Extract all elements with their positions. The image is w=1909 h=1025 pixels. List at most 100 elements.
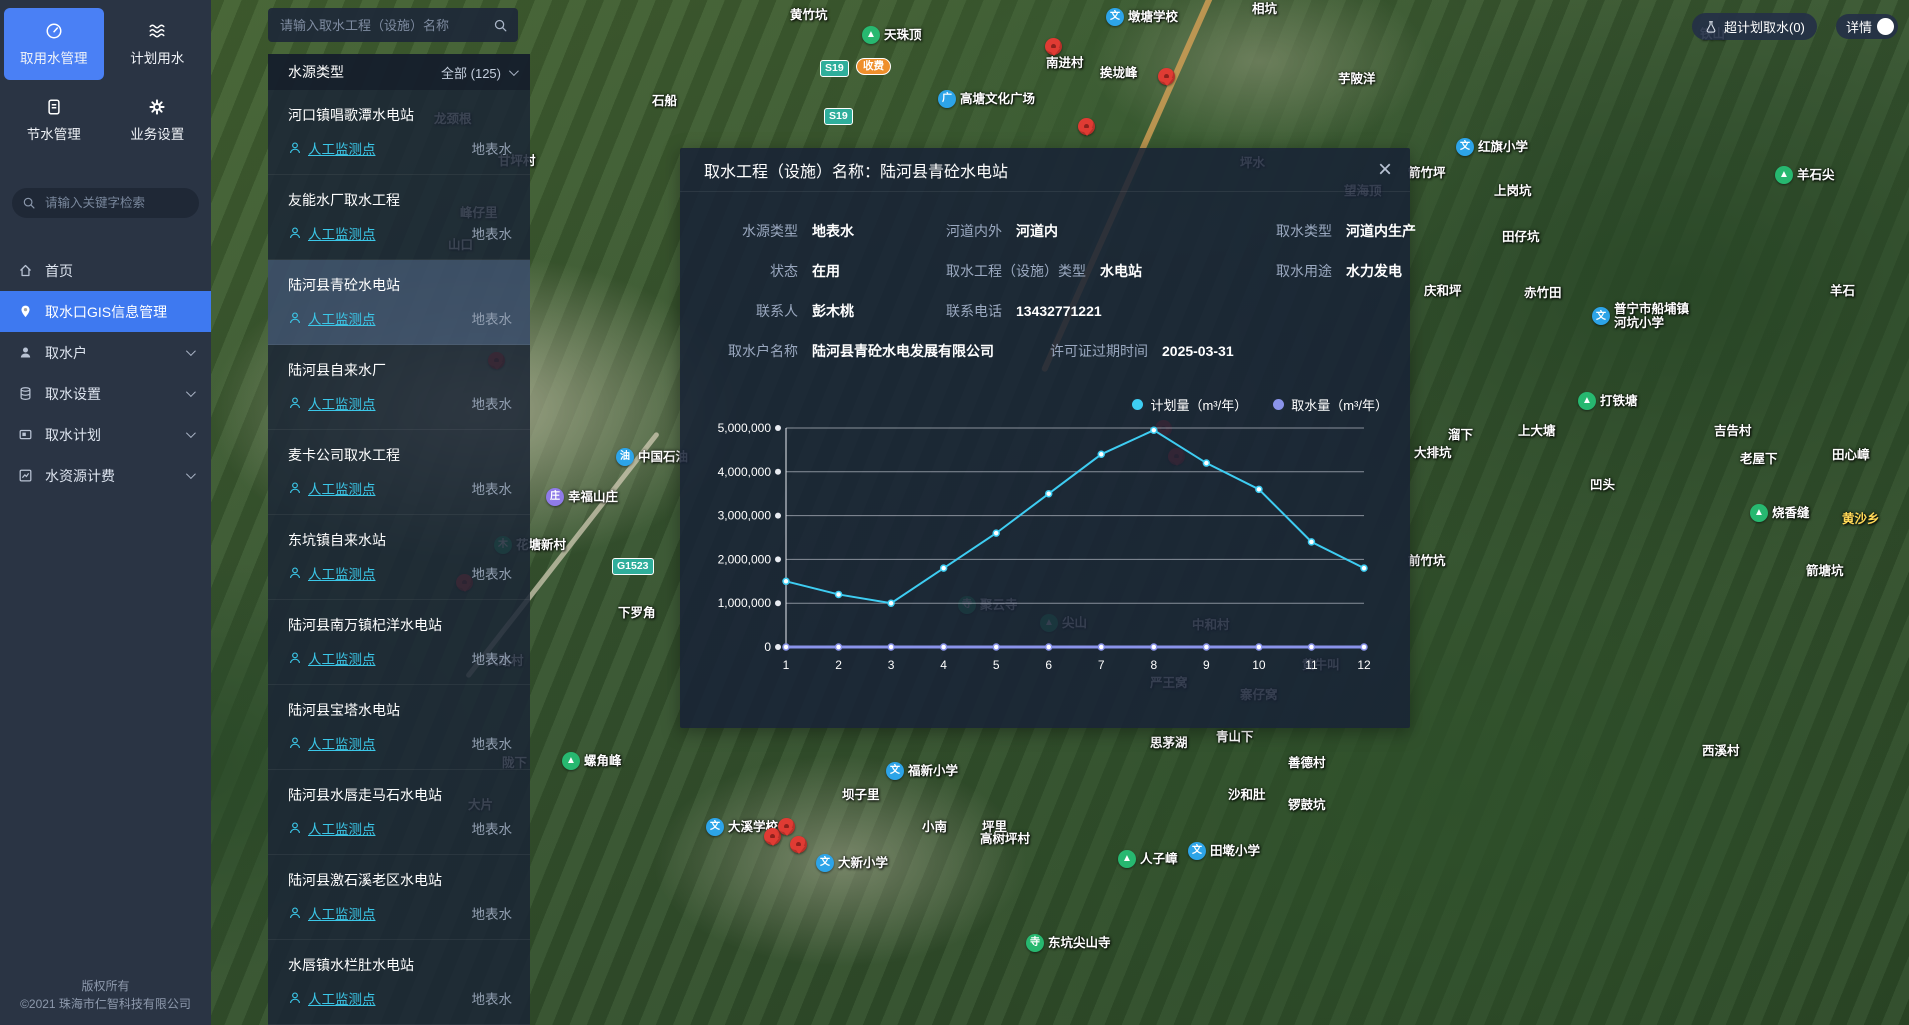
close-icon[interactable]: × (1377, 155, 1392, 183)
school-poi-icon[interactable]: 文 (1106, 8, 1124, 26)
map-label: 石船 (652, 94, 678, 108)
map-pin-icon[interactable] (1078, 118, 1095, 135)
field-water-source-type: 水源类型 地表水 (742, 223, 854, 239)
station-list: 河口镇唱歌潭水电站 人工监测点 地表水 友能水厂取水工程 人工监测点 地表水 陆… (268, 90, 530, 1025)
map-label: ▲ 天珠顶 (862, 26, 922, 44)
map-pin-icon[interactable] (764, 828, 781, 845)
mountain-poi-icon[interactable]: ▲ (862, 26, 880, 44)
station-search-input[interactable] (278, 16, 485, 34)
filter-dropdown[interactable]: 全部 (125) (441, 63, 519, 82)
search-icon (22, 196, 36, 210)
map-label: ▲ 打铁塘 (1578, 392, 1638, 410)
monitor-type: 人工监测点 (288, 903, 376, 923)
map-label: 上岗坑 (1494, 184, 1532, 198)
resort-poi-icon[interactable]: 庄 (546, 488, 564, 506)
sidebar-item-label: 取水计划 (45, 426, 101, 443)
over-plan-intake-badge[interactable]: 超计划取水(0) (1692, 13, 1817, 40)
legend-intake-volume[interactable]: 取水量（m³/年） (1273, 395, 1388, 414)
map-label: ▲ 螺角峰 (562, 752, 622, 770)
gas-poi-icon[interactable]: 油 (616, 448, 634, 466)
field-contact-person: 联系人 彭木桃 (756, 303, 854, 319)
sidebar-search[interactable] (12, 188, 199, 218)
station-list-item[interactable]: 陆河县青砼水电站 人工监测点 地表水 (268, 260, 530, 345)
svg-text:9: 9 (1203, 658, 1210, 672)
detail-toggle[interactable]: 详情 (1836, 14, 1899, 39)
monitor-type: 人工监测点 (288, 733, 376, 753)
svg-text:5: 5 (993, 658, 1000, 672)
mountain-poi-icon[interactable]: ▲ (1775, 166, 1793, 184)
mountain-poi-icon[interactable]: ▲ (562, 752, 580, 770)
station-list-item[interactable]: 陆河县水唇走马石水电站 人工监测点 地表水 (268, 770, 530, 855)
sidebar-item-intake-plan[interactable]: 取水计划 (0, 414, 211, 455)
map-label: 寺东坑尖山寺 (1026, 934, 1111, 952)
plaza-poi-icon[interactable]: 广 (938, 90, 956, 108)
station-list-item[interactable]: 陆河县自来水厂 人工监测点 地表水 (268, 345, 530, 430)
station-list-item[interactable]: 东坑镇自来水站 人工监测点 地表水 (268, 515, 530, 600)
map-label: 文福新小学 (886, 762, 958, 780)
module-tab-water-intake-management[interactable]: 取用水管理 (4, 8, 104, 80)
copyright: 版权所有 ©2021 珠海市仁智科技有限公司 (0, 967, 211, 1025)
map-pin-icon[interactable] (1045, 38, 1062, 55)
legend-dot-icon (1132, 398, 1144, 410)
legend-plan-volume[interactable]: 计划量（m³/年） (1132, 395, 1247, 414)
flask-icon (1704, 20, 1718, 34)
svg-text:3: 3 (888, 658, 895, 672)
person-icon (288, 566, 302, 580)
copyright-line2: ©2021 珠海市仁智科技有限公司 (20, 997, 191, 1011)
clock-icon (45, 22, 63, 40)
station-list-item[interactable]: 麦卡公司取水工程 人工监测点 地表水 (268, 430, 530, 515)
station-list-item[interactable]: 陆河县宝塔水电站 人工监测点 地表水 (268, 685, 530, 770)
modal-title: 取水工程（设施）名称：陆河县青砼水电站 (704, 163, 1009, 181)
sidebar-search-input[interactable] (43, 195, 189, 211)
school-poi-icon[interactable]: 文 (1456, 138, 1474, 156)
school-poi-icon[interactable]: 文 (1592, 307, 1610, 326)
person-icon (288, 651, 302, 665)
map-label: ▲ 人子嶂 (1118, 850, 1178, 868)
svg-text:11: 11 (1305, 658, 1318, 672)
monitor-type: 人工监测点 (288, 393, 376, 413)
sidebar-item-water-users[interactable]: 取水户 (0, 332, 211, 373)
map-label: 下罗角 (618, 606, 656, 620)
sidebar-item-intake-settings[interactable]: 取水设置 (0, 373, 211, 414)
map-label: 文墩塘学校 (1106, 8, 1178, 26)
school-poi-icon[interactable]: 文 (1188, 842, 1206, 860)
school-poi-icon[interactable]: 文 (816, 854, 834, 872)
school-poi-icon[interactable]: 文 (886, 762, 904, 780)
mountain-poi-icon[interactable]: ▲ (1750, 504, 1768, 522)
water-source-type: 地表水 (471, 397, 513, 412)
monitor-type: 人工监测点 (288, 818, 376, 838)
mountain-poi-icon[interactable]: ▲ (1578, 392, 1596, 410)
station-list-item[interactable]: 陆河县激石溪老区水电站 人工监测点 地表水 (268, 855, 530, 940)
monitor-type: 人工监测点 (288, 308, 376, 328)
map-pin-icon[interactable] (778, 818, 795, 835)
school-poi-icon[interactable]: 文 (706, 818, 724, 836)
map-label: 收费 (856, 58, 891, 75)
station-list-item[interactable]: 河口镇唱歌潭水电站 人工监测点 地表水 (268, 90, 530, 175)
module-tab-water-saving-management[interactable]: 节水管理 (4, 84, 104, 156)
station-search[interactable] (268, 8, 518, 42)
map-label: 挨垅峰 (1100, 66, 1138, 80)
sidebar-item-gis-info-management[interactable]: 取水口GIS信息管理 (0, 291, 211, 332)
station-list-item[interactable]: 水唇镇水栏肚水电站 人工监测点 地表水 (268, 940, 530, 1025)
copyright-line1: 版权所有 (81, 979, 130, 993)
water-source-type: 地表水 (471, 482, 513, 497)
map-pin-icon[interactable] (790, 836, 807, 853)
map-pin-icon[interactable] (1158, 68, 1175, 85)
toggle-knob-icon[interactable] (1877, 18, 1895, 35)
sidebar-item-home[interactable]: 首页 (0, 250, 211, 291)
map-label: 小南 (922, 820, 948, 834)
station-list-item[interactable]: 陆河县南万镇杞洋水电站 人工监测点 地表水 (268, 600, 530, 685)
sidebar-menu: 首页 取水口GIS信息管理 取水户 取水设置 取水计划 (0, 250, 211, 496)
module-tab-planned-water-use[interactable]: 计划用水 (108, 8, 208, 80)
search-icon[interactable] (493, 18, 508, 33)
station-name: 河口镇唱歌潭水电站 (288, 107, 414, 123)
svg-text:4: 4 (940, 658, 947, 672)
mountain-poi-icon[interactable]: ▲ (1118, 850, 1136, 868)
map-label: 田仔坑 (1502, 230, 1540, 244)
module-label: 业务设置 (130, 126, 185, 142)
temple-poi-icon[interactable]: 寺 (1026, 934, 1044, 952)
station-list-item[interactable]: 友能水厂取水工程 人工监测点 地表水 (268, 175, 530, 260)
station-name: 友能水厂取水工程 (288, 192, 400, 208)
module-tab-business-settings[interactable]: 业务设置 (108, 84, 208, 156)
sidebar-item-water-resource-billing[interactable]: 水资源计费 (0, 455, 211, 496)
